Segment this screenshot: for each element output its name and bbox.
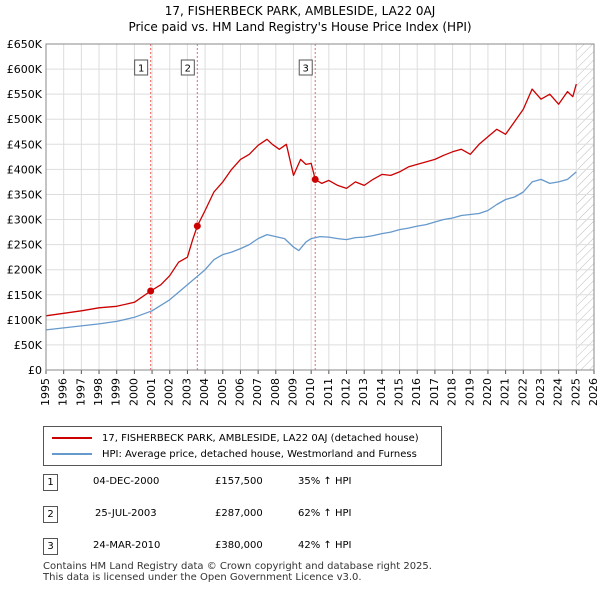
x-tick-label: 1995 bbox=[39, 378, 52, 406]
x-tick-label: 2019 bbox=[463, 378, 476, 406]
x-tick-label: 1996 bbox=[57, 378, 70, 406]
sale-number-badge: 2 bbox=[43, 506, 58, 523]
table-row: 2 25-JUL-2003 £287,000 62% ↑ HPI bbox=[43, 506, 443, 526]
legend-swatch-hpi bbox=[52, 453, 92, 455]
sale-label-box bbox=[298, 59, 313, 76]
x-tick-label: 2007 bbox=[251, 378, 264, 406]
y-tick-label: £150K bbox=[7, 289, 43, 302]
x-tick-label: 2012 bbox=[340, 378, 353, 406]
x-tick-label: 2013 bbox=[357, 378, 370, 406]
sale-hpi-change: 42% ↑ HPI bbox=[298, 540, 352, 551]
y-tick-label: £600K bbox=[7, 63, 43, 76]
x-tick-label: 2014 bbox=[375, 378, 388, 406]
legend-item-hpi: HPI: Average price, detached house, West… bbox=[52, 447, 417, 461]
legend-swatch-property bbox=[52, 437, 92, 439]
x-tick-label: 2021 bbox=[499, 378, 512, 406]
y-tick-label: £0 bbox=[28, 364, 42, 377]
footer-copyright: Contains HM Land Registry data © Crown c… bbox=[43, 561, 432, 572]
chart-subtitle: Price paid vs. HM Land Registry's House … bbox=[128, 20, 472, 34]
sale-label-text: 3 bbox=[303, 64, 309, 75]
x-tick-label: 2009 bbox=[286, 378, 299, 406]
sale-date: 04-DEC-2000 bbox=[93, 476, 160, 487]
sale-label-text: 1 bbox=[138, 64, 144, 75]
x-tick-label: 1998 bbox=[92, 378, 105, 406]
sale-label-text: 2 bbox=[185, 64, 191, 75]
sale-price: £287,000 bbox=[215, 508, 263, 519]
x-tick-label: 2025 bbox=[569, 378, 582, 406]
y-tick-label: £400K bbox=[7, 163, 43, 176]
sale-date: 24-MAR-2010 bbox=[93, 540, 161, 551]
x-tick-label: 2023 bbox=[534, 378, 547, 406]
x-tick-label: 1999 bbox=[110, 378, 123, 406]
sale-number-badge: 3 bbox=[43, 538, 58, 555]
sale-hpi-change: 62% ↑ HPI bbox=[298, 508, 352, 519]
x-tick-label: 2018 bbox=[446, 378, 459, 406]
x-tick-label: 2015 bbox=[393, 378, 406, 406]
y-tick-label: £350K bbox=[7, 188, 43, 201]
y-tick-label: £50K bbox=[14, 339, 43, 352]
sale-hpi-change: 35% ↑ HPI bbox=[298, 476, 352, 487]
legend-label-property: 17, FISHERBECK PARK, AMBLESIDE, LA22 0AJ… bbox=[102, 432, 419, 444]
chart-title-address: 17, FISHERBECK PARK, AMBLESIDE, LA22 0AJ bbox=[164, 4, 436, 18]
sale-label-box bbox=[134, 59, 149, 76]
x-tick-label: 2008 bbox=[269, 378, 282, 406]
projection-region bbox=[576, 44, 594, 370]
sale-point bbox=[193, 222, 201, 230]
price-chart: £0 £50K £100K £150K £200K £250K £300K £350K £400… bbox=[7, 38, 600, 406]
y-tick-label: £250K bbox=[7, 239, 43, 252]
y-tick-label: £650K bbox=[7, 38, 43, 51]
x-tick-label: 1997 bbox=[74, 378, 87, 406]
x-tick-label: 2016 bbox=[410, 378, 423, 406]
y-tick-label: £100K bbox=[7, 314, 43, 327]
y-tick-label: £500K bbox=[7, 113, 43, 126]
plot-area bbox=[46, 44, 594, 370]
x-tick-label: 2002 bbox=[163, 378, 176, 406]
y-tick-label: £200K bbox=[7, 264, 43, 277]
x-tick-label: 2000 bbox=[127, 378, 140, 406]
x-tick-label: 2003 bbox=[180, 378, 193, 406]
x-tick-label: 2006 bbox=[233, 378, 246, 406]
x-tick-label: 2022 bbox=[516, 378, 529, 406]
footer-licence: This data is licensed under the Open Gov… bbox=[43, 572, 362, 583]
plot-border bbox=[45, 43, 595, 371]
series-line-property bbox=[45, 83, 577, 317]
sale-date: 25-JUL-2003 bbox=[95, 508, 157, 519]
x-tick-label: 2005 bbox=[216, 378, 229, 406]
sale-point bbox=[311, 175, 319, 183]
x-tick-label: 2024 bbox=[552, 378, 565, 406]
chart-legend: 17, FISHERBECK PARK, AMBLESIDE, LA22 0AJ… bbox=[43, 426, 442, 466]
x-tick-label: 2026 bbox=[587, 378, 600, 406]
x-tick-label: 2004 bbox=[198, 378, 211, 406]
sale-price: £380,000 bbox=[215, 540, 263, 551]
sale-number-badge: 1 bbox=[43, 474, 58, 491]
x-tick-label: 2001 bbox=[145, 378, 158, 406]
sale-price: £157,500 bbox=[215, 476, 263, 487]
y-tick-label: £550K bbox=[7, 88, 43, 101]
footer-attribution: Contains HM Land Registry data © Crown c… bbox=[43, 561, 432, 583]
series-line-hpi bbox=[45, 171, 577, 331]
table-row: 3 24-MAR-2010 £380,000 42% ↑ HPI bbox=[43, 538, 443, 558]
legend-label-hpi: HPI: Average price, detached house, West… bbox=[102, 448, 417, 460]
x-tick-label: 2011 bbox=[322, 378, 335, 406]
y-tick-label: £300K bbox=[7, 214, 43, 227]
legend-item-property: 17, FISHERBECK PARK, AMBLESIDE, LA22 0AJ… bbox=[52, 431, 419, 445]
sale-point bbox=[147, 287, 155, 295]
y-tick-label: £450K bbox=[7, 138, 43, 151]
x-tick-label: 2010 bbox=[304, 378, 317, 406]
table-row: 1 04-DEC-2000 £157,500 35% ↑ HPI bbox=[43, 474, 443, 494]
x-tick-label: 2020 bbox=[481, 378, 494, 406]
x-tick-label: 2017 bbox=[428, 378, 441, 406]
sale-label-box bbox=[180, 59, 195, 76]
